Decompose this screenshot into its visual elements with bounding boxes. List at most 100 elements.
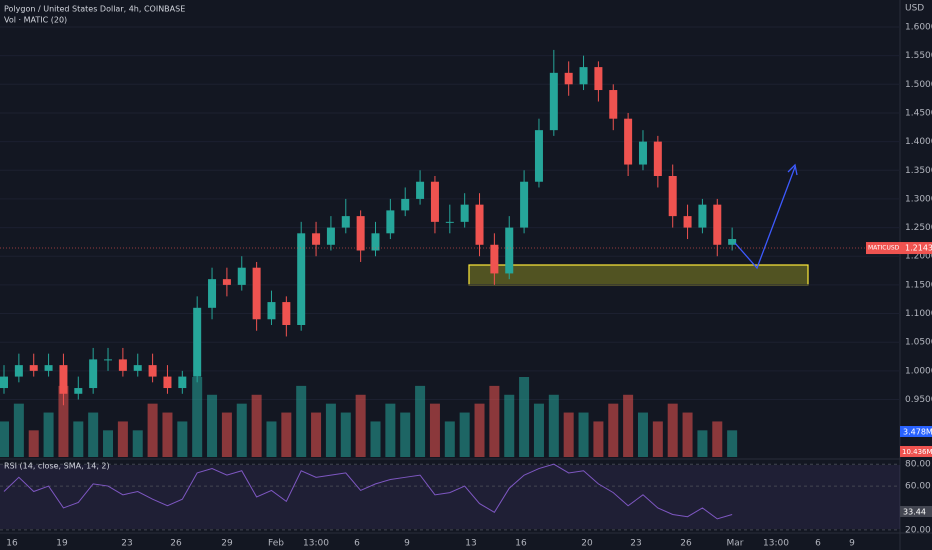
y-tick-label: 1.2000	[905, 252, 932, 262]
volume-bar	[177, 421, 188, 457]
candle-body	[89, 359, 98, 389]
volume-bar	[266, 421, 277, 457]
candle-body	[475, 204, 484, 245]
candle-body	[668, 175, 677, 217]
x-tick-label: 19	[56, 539, 68, 549]
last-price-label: 1.2143	[905, 244, 932, 253]
candle-body	[282, 302, 291, 326]
candle-body	[59, 365, 68, 394]
y-tick-label: 1.4500	[905, 108, 932, 118]
volume-bar	[504, 394, 515, 457]
rsi-tick-label: 60.00	[905, 482, 931, 492]
volume-bar	[58, 385, 69, 457]
x-tick-label: 23	[121, 539, 132, 549]
volume-bar	[0, 421, 9, 457]
x-tick-label: 26	[170, 539, 182, 549]
candle-body	[401, 198, 410, 211]
y-tick-label: 1.3500	[905, 166, 932, 176]
volume-bar	[340, 412, 351, 457]
candle-body	[683, 216, 692, 228]
volume-bar	[207, 394, 218, 457]
volume-bar	[712, 421, 723, 457]
candle-body	[237, 267, 246, 285]
candle-body	[118, 359, 127, 371]
candle-body	[371, 233, 380, 251]
volume-bar	[236, 403, 247, 457]
candle-body	[29, 365, 38, 371]
candle-body	[728, 239, 737, 245]
candle-body	[297, 233, 306, 326]
symbol-label: MATICUSD	[868, 245, 900, 252]
volume-bar	[474, 403, 485, 457]
volume-label: 3.478M	[903, 428, 932, 437]
volume-bar	[147, 403, 158, 457]
candle-body	[520, 181, 529, 228]
candle-body	[148, 365, 157, 377]
candle-body	[490, 244, 499, 274]
volume-bar	[192, 377, 203, 457]
volume-badge	[900, 446, 932, 457]
x-tick-label: 16	[515, 539, 527, 549]
x-tick-label: Feb	[268, 539, 284, 549]
y-tick-label: 0.9500	[905, 395, 932, 405]
x-tick-label: 20	[581, 539, 593, 549]
candle-body	[445, 221, 454, 223]
y-tick-label: 1.2500	[905, 223, 932, 233]
candle-body	[312, 233, 321, 245]
volume-bar	[117, 421, 128, 457]
x-tick-label: 16	[6, 539, 18, 549]
x-tick-label: 29	[221, 539, 233, 549]
volume-bar	[593, 421, 604, 457]
y-tick-label: 1.1000	[905, 309, 932, 319]
volume-bar	[73, 421, 84, 457]
candle-body	[698, 204, 707, 228]
volume-bar	[43, 412, 54, 457]
rsi-tick-label: 80.00	[905, 460, 931, 470]
volume-bar	[28, 430, 39, 457]
candle-body	[430, 181, 439, 222]
volume-bar	[281, 412, 292, 457]
volume-bar	[667, 403, 678, 457]
candle-body	[14, 365, 23, 377]
volume-bar	[652, 421, 663, 457]
volume-bar	[355, 394, 366, 457]
candle-body	[74, 388, 83, 394]
x-tick-label: 9	[404, 539, 410, 549]
volume-label: 10.436M	[902, 448, 932, 456]
rsi-label: 33.44	[903, 508, 926, 517]
candle-body	[460, 204, 469, 222]
rsi-tick-label: 20.00	[905, 525, 931, 535]
volume-bar	[370, 421, 381, 457]
volume-bar	[608, 403, 619, 457]
title: Polygon / United States Dollar, 4h, COIN…	[4, 5, 185, 14]
x-tick-label: 6	[815, 539, 821, 549]
x-tick-label: 9	[849, 539, 855, 549]
rsi-badge	[900, 506, 932, 517]
candle-body	[638, 141, 647, 165]
volume-bar	[162, 412, 173, 457]
volume-bar	[429, 403, 440, 457]
volume-bar	[311, 412, 322, 457]
volume-bar	[13, 403, 24, 457]
candle-body	[252, 267, 261, 320]
volume-title: Vol · MATIC (20)	[4, 16, 67, 25]
candle-body	[386, 210, 395, 234]
candle-body	[713, 204, 722, 245]
x-tick-label: 13	[465, 539, 476, 549]
y-tick-label: 1.1500	[905, 280, 932, 290]
arrow-head	[787, 163, 798, 176]
candle-body	[326, 227, 335, 245]
volume-badge	[900, 426, 932, 437]
candle-body	[133, 365, 142, 371]
rsi-line	[3, 463, 733, 520]
volume-bar	[251, 394, 262, 457]
volume-bar	[296, 385, 307, 457]
candle-body	[416, 181, 425, 199]
candle-body	[44, 365, 53, 371]
volume-bar	[459, 412, 470, 457]
candle-body	[579, 67, 588, 85]
candle-body	[208, 279, 217, 308]
